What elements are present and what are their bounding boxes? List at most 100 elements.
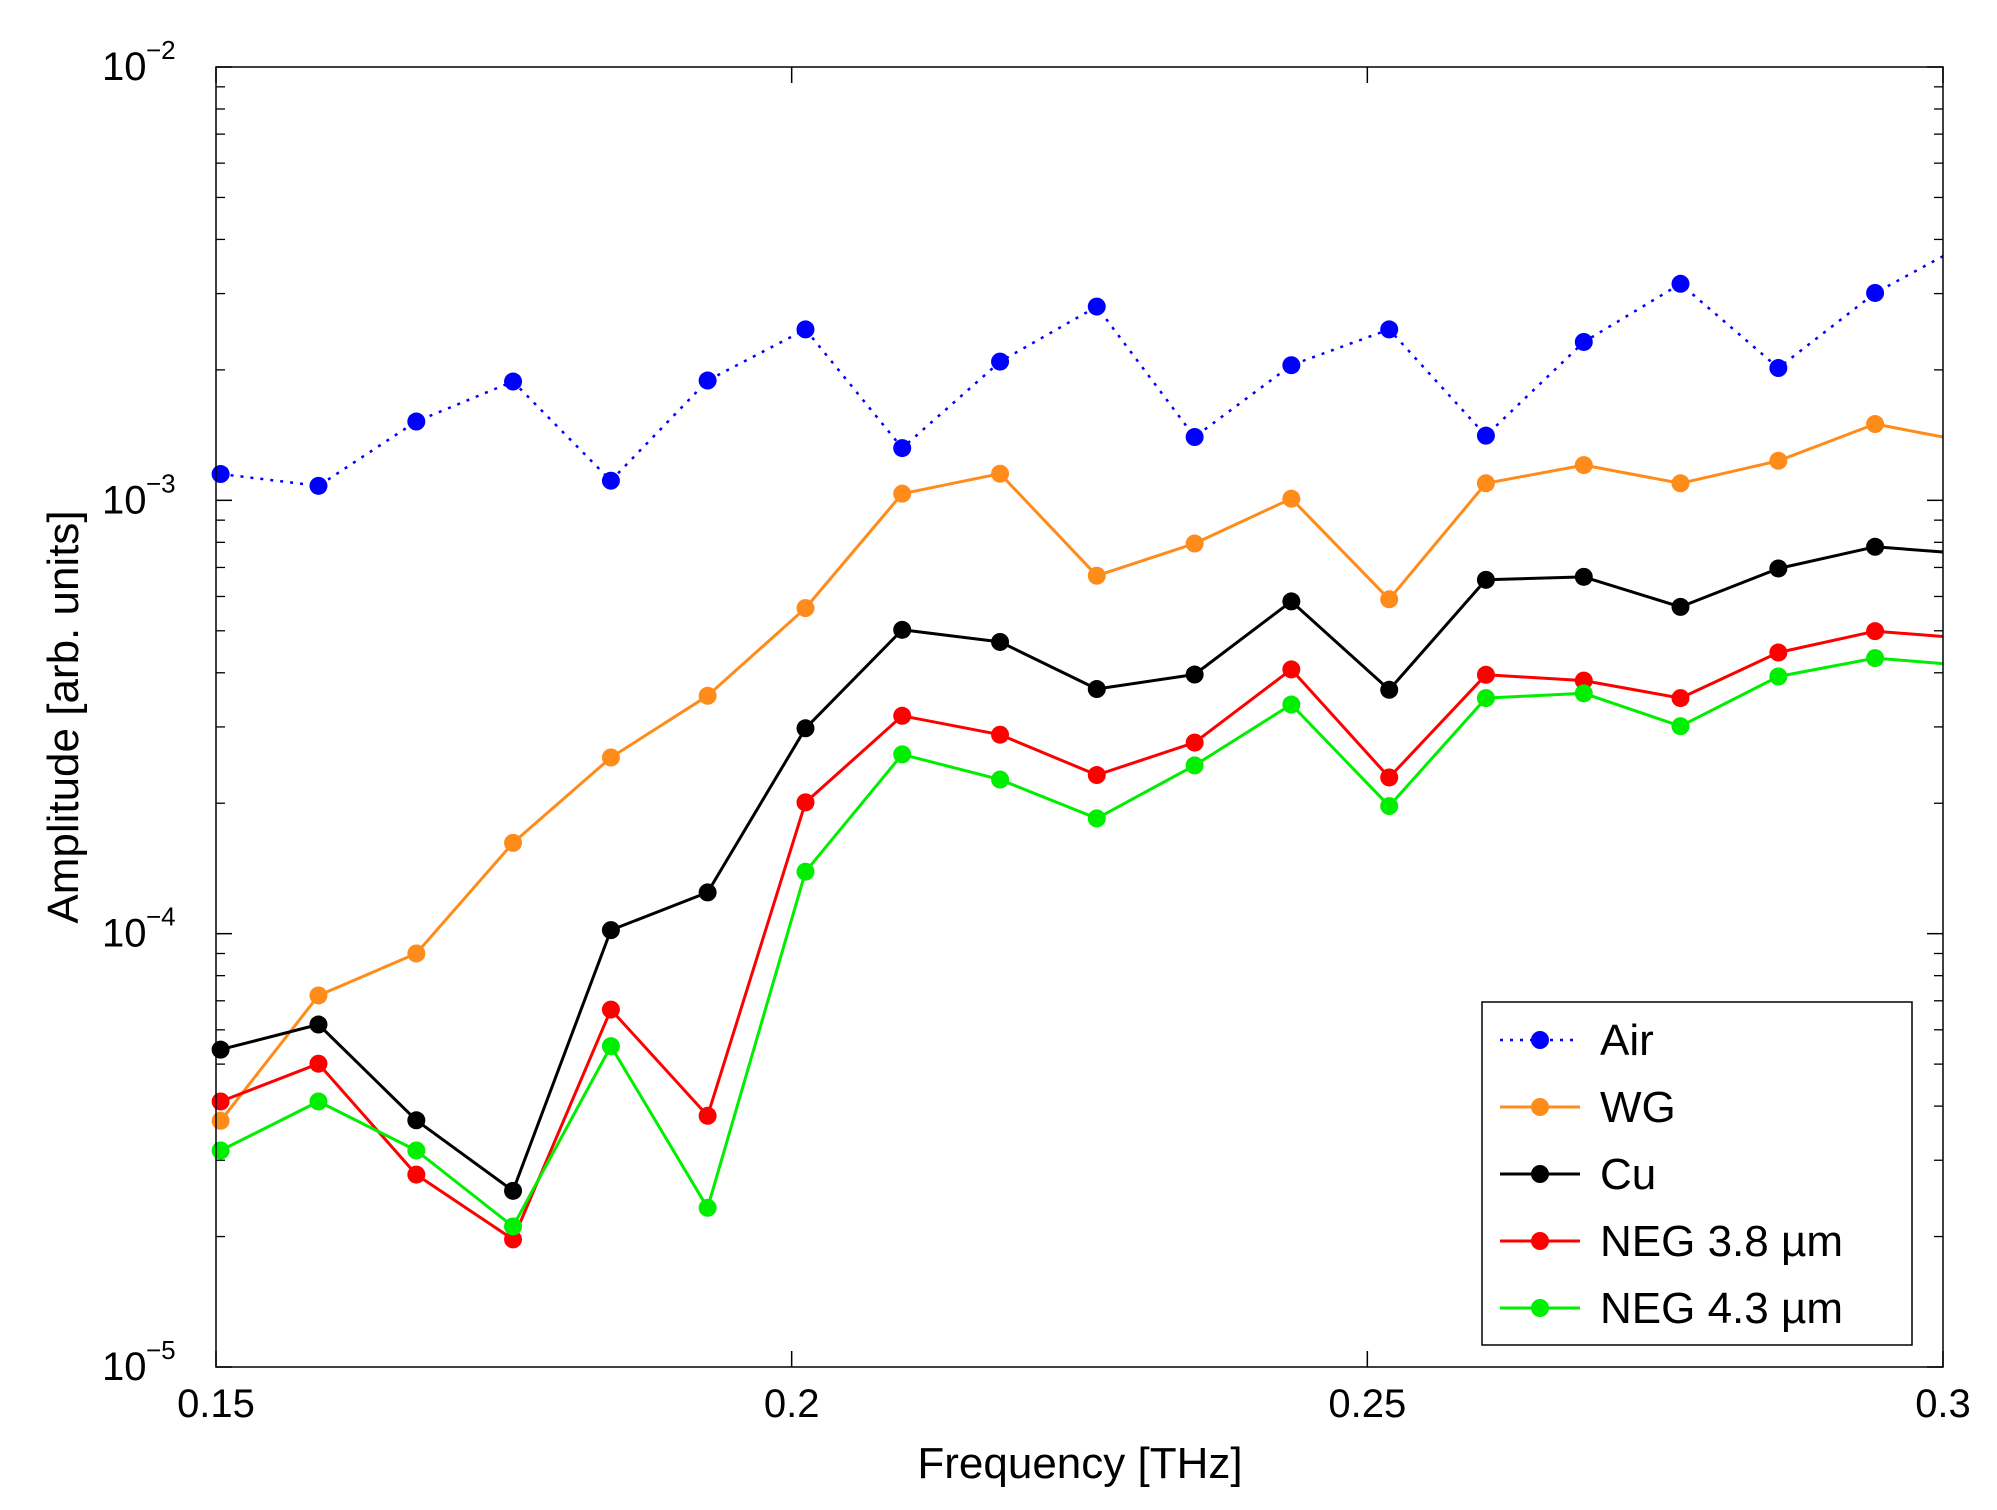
y-tick-label: 10 −4 — [102, 902, 176, 956]
data-point — [1476, 689, 1495, 708]
legend-label: Cu — [1600, 1150, 1656, 1199]
legend-label: NEG 3.8 µm — [1600, 1217, 1843, 1266]
data-point — [1476, 474, 1495, 493]
legend-marker — [1531, 1165, 1549, 1183]
data-point — [1574, 567, 1593, 586]
data-point — [893, 484, 912, 503]
legend-marker — [1531, 1232, 1549, 1250]
data-point — [1574, 456, 1593, 475]
data-point — [504, 1230, 523, 1249]
data-point — [309, 1092, 328, 1111]
data-point — [1185, 534, 1204, 553]
legend-entry-air: Air — [1500, 1016, 1654, 1065]
data-point — [407, 1141, 426, 1160]
data-point — [504, 372, 523, 391]
data-point — [1185, 756, 1204, 775]
data-point — [1476, 426, 1495, 445]
y-tick-base: 10 — [102, 1345, 147, 1389]
data-point — [601, 921, 620, 940]
data-point — [991, 725, 1010, 744]
data-point — [1866, 283, 1885, 302]
y-tick-exponent: −4 — [146, 902, 176, 932]
data-point — [1282, 592, 1301, 611]
data-point — [309, 476, 328, 495]
data-point — [1671, 597, 1690, 616]
data-point — [309, 986, 328, 1005]
x-axis-label: Frequency [THz] — [917, 1439, 1242, 1488]
data-point — [1380, 680, 1399, 699]
data-point — [601, 748, 620, 767]
data-point — [504, 1217, 523, 1236]
data-point — [991, 352, 1010, 371]
data-point — [698, 1198, 717, 1217]
data-point — [309, 1015, 328, 1034]
legend-entry-wg: WG — [1500, 1083, 1676, 1132]
data-point — [1574, 332, 1593, 351]
data-point — [601, 471, 620, 490]
y-tick-labels: 10−510−410−310−2 — [102, 35, 176, 1389]
data-point — [1769, 359, 1788, 378]
data-point — [1866, 649, 1885, 668]
data-point — [1380, 320, 1399, 339]
x-tick-label: 0.3 — [1915, 1382, 1971, 1426]
data-point — [407, 944, 426, 963]
data-point — [1282, 489, 1301, 508]
data-point — [1866, 622, 1885, 641]
x-tick-label: 0.25 — [1328, 1382, 1406, 1426]
series-neg-4-3-m — [211, 649, 1944, 1236]
data-point — [1185, 733, 1204, 752]
data-point — [1769, 643, 1788, 662]
data-point — [601, 1000, 620, 1019]
data-point — [796, 320, 815, 339]
x-tick-labels: 0.15 0.2 0.25 0.3 — [177, 1382, 1971, 1426]
legend-marker — [1531, 1031, 1549, 1049]
y-tick-label: 10 −2 — [102, 35, 176, 89]
y-tick-exponent: −5 — [146, 1335, 176, 1365]
data-point — [991, 632, 1010, 651]
data-point — [211, 1141, 230, 1160]
y-tick-label: 10 −3 — [102, 468, 176, 522]
data-point — [504, 833, 523, 852]
data-point — [893, 706, 912, 725]
x-tick-label: 0.2 — [764, 1382, 820, 1426]
data-point — [601, 1037, 620, 1056]
y-tick-base: 10 — [102, 45, 147, 89]
data-point — [1282, 356, 1301, 375]
data-point — [1087, 297, 1106, 316]
data-point — [698, 883, 717, 902]
data-point — [1380, 768, 1399, 787]
legend-marker — [1531, 1299, 1549, 1317]
legend: Air WG Cu NEG 3.8 µm NEG 4.3 µm — [1481, 1001, 1913, 1346]
data-point — [1671, 717, 1690, 736]
data-point — [1087, 680, 1106, 699]
x-tick-label: 0.15 — [177, 1382, 255, 1426]
data-point — [1087, 766, 1106, 785]
data-point — [1282, 695, 1301, 714]
data-point — [698, 371, 717, 390]
data-point — [796, 719, 815, 738]
data-point — [407, 1111, 426, 1130]
data-point — [796, 793, 815, 812]
data-point — [893, 620, 912, 639]
data-point — [211, 1111, 230, 1130]
y-tick-base: 10 — [102, 478, 147, 522]
data-point — [1185, 428, 1204, 447]
legend-entry-neg-3-8-m: NEG 3.8 µm — [1500, 1217, 1843, 1266]
legend-marker — [1531, 1098, 1549, 1116]
data-point — [698, 1106, 717, 1125]
data-point — [407, 1165, 426, 1184]
series-cu — [211, 537, 1944, 1200]
y-tick-exponent: −3 — [146, 468, 176, 498]
data-point — [1769, 667, 1788, 686]
data-point — [407, 412, 426, 431]
y-tick-exponent: −2 — [146, 35, 176, 65]
legend-label: Air — [1600, 1016, 1654, 1065]
data-point — [1380, 797, 1399, 816]
data-point — [1769, 451, 1788, 470]
series-air — [211, 255, 1944, 495]
data-point — [1866, 415, 1885, 434]
data-point — [1476, 570, 1495, 589]
data-point — [1671, 689, 1690, 708]
data-point — [1185, 665, 1204, 684]
